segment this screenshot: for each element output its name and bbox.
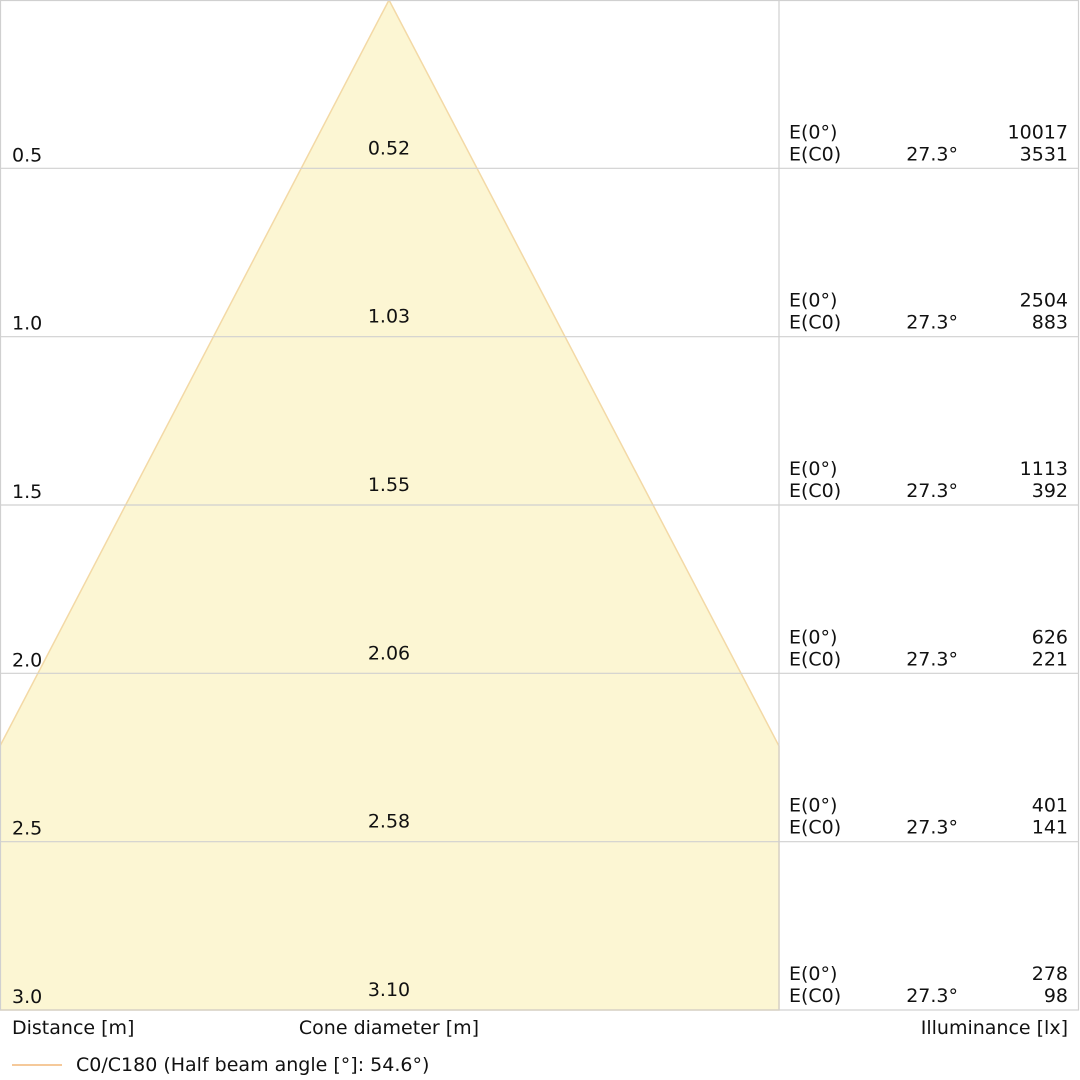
- distance: 1.0: [12, 313, 42, 335]
- e0-label: E(0°): [789, 795, 837, 817]
- distance: 2.5: [12, 818, 42, 840]
- footer-label: Distance [m]: [12, 1017, 134, 1039]
- angle: 27.3°: [906, 312, 958, 334]
- distance: 1.5: [12, 481, 42, 503]
- ec0-value: 392: [1032, 480, 1068, 502]
- e0-label: E(0°): [789, 290, 837, 312]
- e0-value: 626: [1032, 626, 1068, 648]
- cone-diameter: 2.58: [368, 811, 410, 833]
- ec0-label: E(C0): [789, 817, 841, 839]
- ec0-label: E(C0): [789, 480, 841, 502]
- ec0-value: 98: [1044, 985, 1068, 1007]
- ec0-value: 883: [1032, 312, 1068, 334]
- cone-diameter: 2.06: [368, 642, 410, 664]
- footer-label: Illuminance [lx]: [921, 1017, 1068, 1039]
- e0-label: E(0°): [789, 963, 837, 985]
- e0-label: E(0°): [789, 626, 837, 648]
- cone-diameter: 3.10: [368, 979, 410, 1001]
- angle: 27.3°: [906, 480, 958, 502]
- e0-value: 278: [1032, 963, 1068, 985]
- legend-label: C0/C180 (Half beam angle [°]: 54.6°): [76, 1054, 429, 1076]
- ec0-value: 221: [1032, 648, 1068, 670]
- ec0-label: E(C0): [789, 648, 841, 670]
- e0-label: E(0°): [789, 458, 837, 480]
- e0-label: E(0°): [789, 121, 837, 143]
- angle: 27.3°: [906, 143, 958, 165]
- ec0-label: E(C0): [789, 312, 841, 334]
- cone-diameter: 1.55: [368, 474, 410, 496]
- distance: 2.0: [12, 649, 42, 671]
- angle: 27.3°: [906, 985, 958, 1007]
- distance: 3.0: [12, 986, 42, 1008]
- ec0-label: E(C0): [789, 985, 841, 1007]
- e0-value: 1113: [1020, 458, 1068, 480]
- cone-diameter: 1.03: [368, 306, 410, 328]
- distance: 0.5: [12, 144, 42, 166]
- ec0-label: E(C0): [789, 143, 841, 165]
- angle: 27.3°: [906, 817, 958, 839]
- ec0-value: 141: [1032, 817, 1068, 839]
- cone-diameter: 0.52: [368, 137, 410, 159]
- footer-label: Cone diameter [m]: [299, 1017, 479, 1039]
- e0-value: 10017: [1008, 121, 1068, 143]
- e0-value: 401: [1032, 795, 1068, 817]
- e0-value: 2504: [1020, 290, 1068, 312]
- ec0-value: 3531: [1020, 143, 1068, 165]
- angle: 27.3°: [906, 648, 958, 670]
